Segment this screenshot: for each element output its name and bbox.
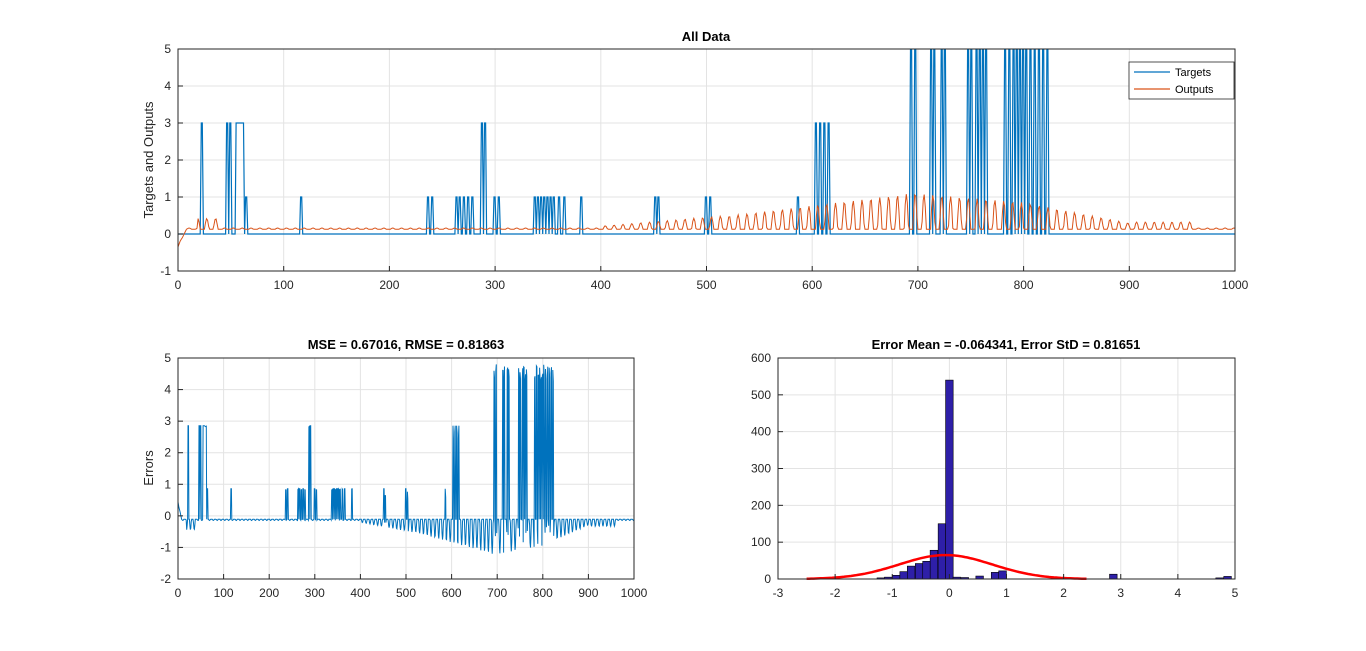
histogram-bar [914, 563, 924, 580]
histogram-bar [907, 565, 916, 580]
histogram-bar [945, 379, 954, 580]
x-tick-label: 100 [274, 278, 294, 292]
y-tick-label: 300 [751, 462, 771, 476]
y-tick-label: 600 [751, 351, 771, 365]
y-tick-label: 0 [164, 509, 171, 523]
y-tick-label: 0 [764, 572, 771, 586]
y-tick-label: 5 [164, 42, 171, 56]
x-tick-label: 100 [214, 586, 234, 600]
x-tick-label: -1 [887, 586, 898, 600]
x-tick-label: -3 [773, 586, 784, 600]
histogram-bar [892, 575, 901, 580]
x-tick-label: 300 [485, 278, 505, 292]
tick-labels: -3 -2 -1 0 1 2 3 4 5 0 100 200 300 400 500 600 [751, 351, 1239, 600]
histogram-bar [899, 571, 908, 580]
y-tick-label: 1 [164, 477, 171, 491]
y-axis-label: Errors [141, 450, 156, 486]
histogram-bar [922, 561, 931, 580]
y-tick-label: 3 [164, 414, 171, 428]
x-tick-label: 900 [1119, 278, 1139, 292]
y-tick-label: -1 [160, 264, 171, 278]
x-tick-label: 400 [591, 278, 611, 292]
x-tick-label: 800 [1014, 278, 1034, 292]
y-tick-label: -1 [160, 540, 171, 554]
tick-labels: 0 100 200 300 400 500 600 700 800 900 1000 -1 0 1 2 3 4 5 [160, 42, 1248, 292]
series-targets-line [178, 49, 1235, 235]
x-tick-label: 1000 [1222, 278, 1249, 292]
fit-layer [806, 553, 1087, 580]
histogram-bar [1109, 573, 1118, 580]
tick-labels: 0 100 200 300 400 500 600 700 800 900 1000 -2 -1 0 1 2 3… [160, 351, 647, 600]
y-tick-label: 2 [164, 446, 171, 460]
y-tick-label: 5 [164, 351, 171, 365]
chart-title: MSE = 0.67016, RMSE = 0.81863 [308, 337, 505, 352]
x-tick-label: 200 [379, 278, 399, 292]
x-tick-label: 900 [578, 586, 598, 600]
x-tick-label: 200 [259, 586, 279, 600]
normal-fit-curve [806, 553, 1087, 580]
y-tick-label: 200 [751, 498, 771, 512]
legend: Targets Outputs [1128, 61, 1235, 100]
x-tick-label: 800 [533, 586, 553, 600]
y-axis-label: Targets and Outputs [141, 101, 156, 219]
legend-box [1128, 61, 1235, 100]
y-tick-label: 1 [164, 190, 171, 204]
x-tick-label: 0 [946, 586, 953, 600]
x-tick-label: 600 [802, 278, 822, 292]
series-layer [178, 49, 1235, 248]
y-tick-label: 0 [164, 227, 171, 241]
x-tick-label: 0 [175, 586, 182, 600]
histogram-bar [990, 572, 1000, 580]
x-tick-label: 500 [696, 278, 716, 292]
axes-all-data: 0 100 200 300 400 500 600 700 800 900 1000 -1 0 1 2 3 4 5… [141, 29, 1249, 292]
x-tick-label: 500 [396, 586, 416, 600]
y-tick-label: 4 [164, 79, 171, 93]
y-tick-label: 3 [164, 116, 171, 130]
axes-errors: 0 100 200 300 400 500 600 700 800 900 1000 -2 -1 0 1 2 3… [141, 337, 648, 600]
grid [177, 357, 635, 580]
x-tick-label: 400 [350, 586, 370, 600]
histogram-bar [998, 570, 1007, 580]
x-tick-label: 1 [1003, 586, 1010, 600]
series-layer [177, 363, 635, 554]
series-outputs-line [178, 193, 1235, 248]
y-tick-label: 400 [751, 425, 771, 439]
x-tick-label: 700 [908, 278, 928, 292]
y-tick-label: 500 [751, 388, 771, 402]
x-tick-label: -2 [830, 586, 841, 600]
x-tick-label: 1000 [621, 586, 648, 600]
y-tick-label: 2 [164, 153, 171, 167]
histogram-bar [937, 523, 947, 580]
x-tick-label: 600 [442, 586, 462, 600]
x-tick-label: 5 [1232, 586, 1239, 600]
y-tick-label: 4 [164, 383, 171, 397]
chart-title: Error Mean = -0.064341, Error StD = 0.81… [872, 337, 1141, 352]
x-tick-label: 0 [175, 278, 182, 292]
legend-label-outputs: Outputs [1175, 84, 1214, 96]
x-tick-label: 700 [487, 586, 507, 600]
x-tick-label: 300 [305, 586, 325, 600]
legend-label-targets: Targets [1175, 67, 1212, 79]
x-tick-label: 4 [1175, 586, 1182, 600]
chart-title: All Data [682, 29, 731, 44]
x-tick-label: 3 [1117, 586, 1124, 600]
y-tick-label: -2 [160, 572, 171, 586]
series-errors-line [177, 363, 635, 554]
x-tick-label: 2 [1060, 586, 1067, 600]
y-tick-label: 100 [751, 535, 771, 549]
axes-histogram: -3 -2 -1 0 1 2 3 4 5 0 100 200 300 400 500 600 Error Me… [751, 337, 1239, 600]
